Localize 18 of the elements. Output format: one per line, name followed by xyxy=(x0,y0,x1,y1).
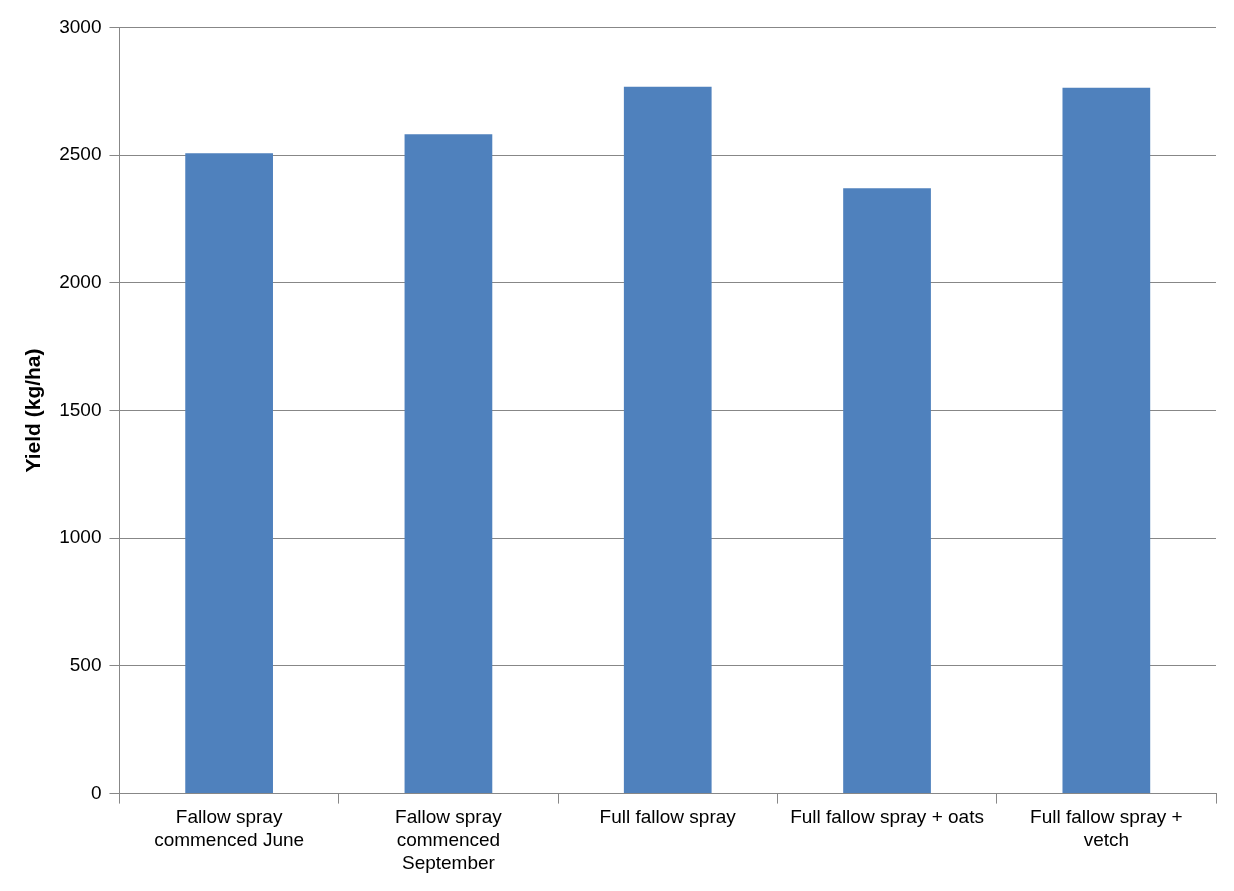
bar xyxy=(1062,87,1151,794)
bar xyxy=(623,86,712,794)
y-tick-label: 3000 xyxy=(59,15,102,37)
bar xyxy=(404,134,493,794)
y-axis-title: Yield (kg/ha) xyxy=(21,348,45,473)
y-tick-label: 0 xyxy=(90,781,102,803)
x-tick-label: Full fallow spray + oats xyxy=(790,806,984,828)
x-tick-label: Fallow spray commenced June xyxy=(154,806,305,851)
bar xyxy=(185,153,273,794)
y-tick-label: 2500 xyxy=(59,143,102,165)
y-tick-label: 1500 xyxy=(59,398,102,420)
x-tick-label: Full fallow spray + vetch xyxy=(1030,806,1183,851)
x-tick-label: Full fallow spray xyxy=(599,806,737,828)
bar xyxy=(843,188,931,794)
y-tick-label: 2000 xyxy=(59,271,102,293)
y-tick-label: 500 xyxy=(69,654,102,676)
x-tick-label: Fallow spray commenced September xyxy=(395,806,503,873)
y-tick-label: 1000 xyxy=(59,526,102,548)
